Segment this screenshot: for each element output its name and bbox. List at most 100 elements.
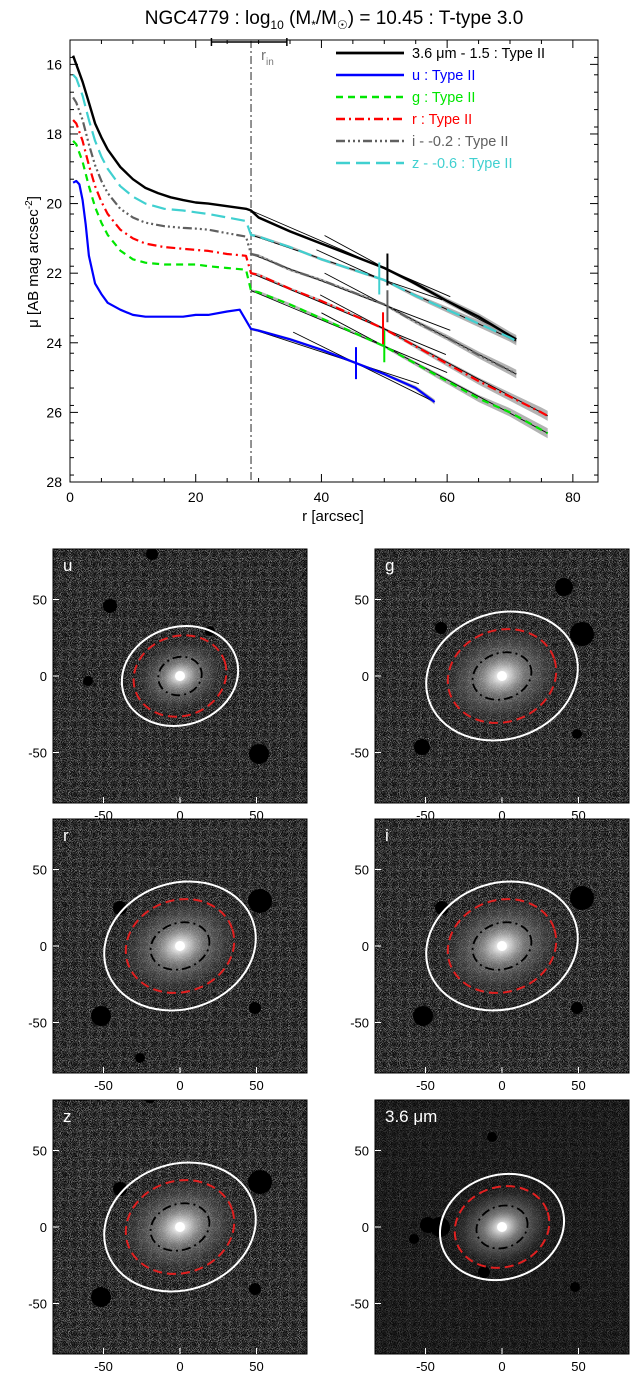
image-panel: z -50 0 50 50 0 -50 [28, 1099, 308, 1374]
legend-entry: g : Type II [412, 90, 475, 106]
panel-y-tick-label: 50 [33, 1143, 47, 1158]
break-markers [355, 253, 389, 380]
masked-source [409, 1234, 419, 1244]
break-ellipse [124, 898, 236, 994]
galaxy-core [175, 941, 185, 951]
galaxy-core [497, 941, 507, 951]
panel-y-tick-label: 0 [362, 1220, 369, 1235]
panel-x-tick-label: 0 [176, 1078, 183, 1093]
panel-y-tick-label: 0 [362, 669, 369, 684]
panel-label: r [63, 826, 69, 845]
uncertainty-band [251, 271, 548, 421]
panel-x-tick-label: 0 [498, 808, 505, 823]
break-ellipse [446, 628, 558, 724]
masked-source [435, 622, 447, 634]
y-tick-label: 16 [46, 56, 62, 72]
outer-isophote-ellipse [425, 610, 579, 742]
legend-entry: i - -0.2 : Type II [412, 134, 508, 150]
image-panel: 3.6 μm -50 0 50 50 0 -50 [350, 1099, 630, 1374]
masked-source [570, 1282, 580, 1292]
masked-source [146, 549, 158, 560]
masked-source [83, 676, 93, 686]
break-ellipse [453, 1185, 551, 1269]
x-axis-ticks: 0 20 40 60 80 [66, 40, 581, 505]
series-line-0 [71, 55, 517, 341]
panel-y-tick-label: -50 [350, 1297, 369, 1312]
panel-label: u [63, 556, 72, 575]
panel-x-tick-label: 50 [249, 1359, 263, 1374]
masked-source [249, 744, 269, 764]
y-tick-label: 22 [46, 265, 62, 281]
fit-lines [250, 209, 548, 439]
panel-label: z [63, 1107, 72, 1126]
inner-fit-line [250, 328, 419, 385]
inner-ellipse [149, 921, 211, 971]
chart-title: NGC4779 : log10 (M*/M☉) = 10.45 : T-type… [145, 8, 524, 32]
masked-source [249, 1002, 261, 1014]
outer-isophote-ellipse [425, 880, 579, 1012]
masked-source [420, 1217, 436, 1233]
masked-source [555, 578, 573, 596]
inner-ellipse [157, 655, 203, 697]
panel-x-tick-label: -50 [416, 1078, 435, 1093]
panel-label: 3.6 μm [385, 1107, 437, 1126]
masked-source [572, 729, 582, 739]
x-tick-label: 0 [66, 489, 74, 505]
plot-frame [69, 39, 599, 483]
panel-y-tick-label: 50 [33, 592, 47, 607]
r-in-marker: rin [210, 38, 288, 482]
inner-ellipse [149, 1202, 211, 1252]
inner-ellipse [471, 651, 533, 701]
panel-x-tick-label: -50 [416, 1359, 435, 1374]
y-axis-ticks: 16 18 20 22 24 26 28 [46, 39, 598, 490]
masked-source [248, 889, 272, 913]
masked-source [570, 622, 594, 646]
masked-source [414, 739, 430, 755]
x-tick-label: 40 [314, 489, 330, 505]
outer-isophote-ellipse [103, 1161, 257, 1293]
masked-source [248, 1170, 272, 1194]
masked-source [570, 886, 594, 910]
panel-y-tick-label: 50 [355, 1143, 369, 1158]
y-tick-label: 24 [46, 335, 62, 351]
series-line-4 [72, 96, 517, 376]
series-line-2 [72, 140, 549, 435]
y-tick-label: 26 [46, 404, 62, 420]
panel-x-tick-label: 0 [498, 1359, 505, 1374]
inner-fit-line [250, 253, 451, 331]
panel-x-tick-label: -50 [94, 1359, 113, 1374]
panel-y-tick-label: -50 [350, 746, 369, 761]
masked-source [135, 1053, 145, 1063]
masked-source [435, 901, 449, 915]
masked-source [113, 1182, 127, 1196]
masked-source [413, 1006, 433, 1026]
inner-ellipse [471, 921, 533, 971]
panel-label: g [385, 556, 394, 575]
panel-y-tick-label: -50 [28, 1016, 47, 1031]
legend-entry: u : Type II [412, 68, 475, 84]
panel-y-tick-label: 0 [40, 939, 47, 954]
inner-ellipse [475, 1204, 529, 1250]
panel-y-tick-label: 50 [355, 592, 369, 607]
legend-entry: 3.6 μm - 1.5 : Type II [412, 46, 545, 62]
galaxy-core [175, 671, 185, 681]
masked-source [91, 1287, 111, 1307]
panel-label: i [385, 826, 389, 845]
uncertainty-band [251, 327, 435, 405]
r-in-label: rin [261, 47, 274, 68]
y-tick-label: 28 [46, 474, 62, 490]
x-tick-label: 20 [188, 489, 204, 505]
masked-source [478, 1266, 490, 1278]
panel-x-tick-label: -50 [94, 1078, 113, 1093]
x-tick-label: 60 [439, 489, 455, 505]
panel-y-tick-label: 0 [362, 939, 369, 954]
inner-fit-line [250, 210, 451, 298]
series-line-3 [72, 119, 549, 417]
break-ellipse [132, 634, 228, 718]
x-tick-label: 80 [565, 489, 581, 505]
outer-isophote-ellipse [120, 624, 240, 728]
masked-source [91, 1006, 111, 1026]
profile-series [71, 55, 549, 435]
